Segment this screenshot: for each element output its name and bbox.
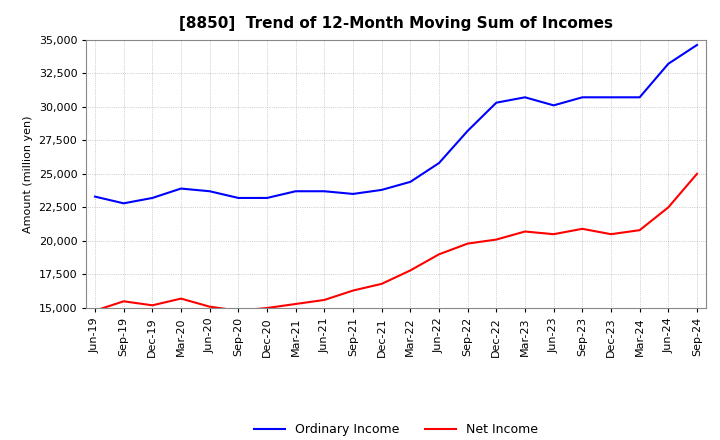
Net Income	[578, 226, 587, 231]
Net Income	[664, 205, 672, 210]
Ordinary Income	[464, 128, 472, 133]
Ordinary Income	[607, 95, 616, 100]
Ordinary Income	[435, 161, 444, 166]
Ordinary Income	[521, 95, 529, 100]
Ordinary Income	[693, 42, 701, 48]
Ordinary Income	[176, 186, 185, 191]
Ordinary Income	[578, 95, 587, 100]
Net Income	[521, 229, 529, 234]
Net Income	[549, 231, 558, 237]
Net Income	[205, 304, 214, 309]
Ordinary Income	[91, 194, 99, 199]
Ordinary Income	[292, 189, 300, 194]
Ordinary Income	[320, 189, 328, 194]
Net Income	[320, 297, 328, 303]
Ordinary Income	[120, 201, 128, 206]
Net Income	[406, 268, 415, 273]
Net Income	[377, 281, 386, 286]
Ordinary Income	[377, 187, 386, 193]
Net Income	[234, 308, 243, 313]
Y-axis label: Amount (million yen): Amount (million yen)	[23, 115, 33, 233]
Ordinary Income	[549, 103, 558, 108]
Net Income	[91, 308, 99, 313]
Net Income	[148, 303, 157, 308]
Net Income	[464, 241, 472, 246]
Net Income	[607, 231, 616, 237]
Net Income	[120, 299, 128, 304]
Ordinary Income	[263, 195, 271, 201]
Ordinary Income	[406, 179, 415, 184]
Ordinary Income	[492, 100, 500, 105]
Net Income	[348, 288, 357, 293]
Ordinary Income	[148, 195, 157, 201]
Line: Net Income: Net Income	[95, 174, 697, 311]
Net Income	[292, 301, 300, 307]
Net Income	[492, 237, 500, 242]
Net Income	[263, 305, 271, 311]
Ordinary Income	[234, 195, 243, 201]
Net Income	[693, 171, 701, 176]
Ordinary Income	[205, 189, 214, 194]
Net Income	[435, 252, 444, 257]
Line: Ordinary Income: Ordinary Income	[95, 45, 697, 203]
Legend: Ordinary Income, Net Income: Ordinary Income, Net Income	[249, 418, 543, 440]
Ordinary Income	[664, 61, 672, 66]
Net Income	[176, 296, 185, 301]
Net Income	[635, 227, 644, 233]
Ordinary Income	[348, 191, 357, 197]
Title: [8850]  Trend of 12-Month Moving Sum of Incomes: [8850] Trend of 12-Month Moving Sum of I…	[179, 16, 613, 32]
Ordinary Income	[635, 95, 644, 100]
